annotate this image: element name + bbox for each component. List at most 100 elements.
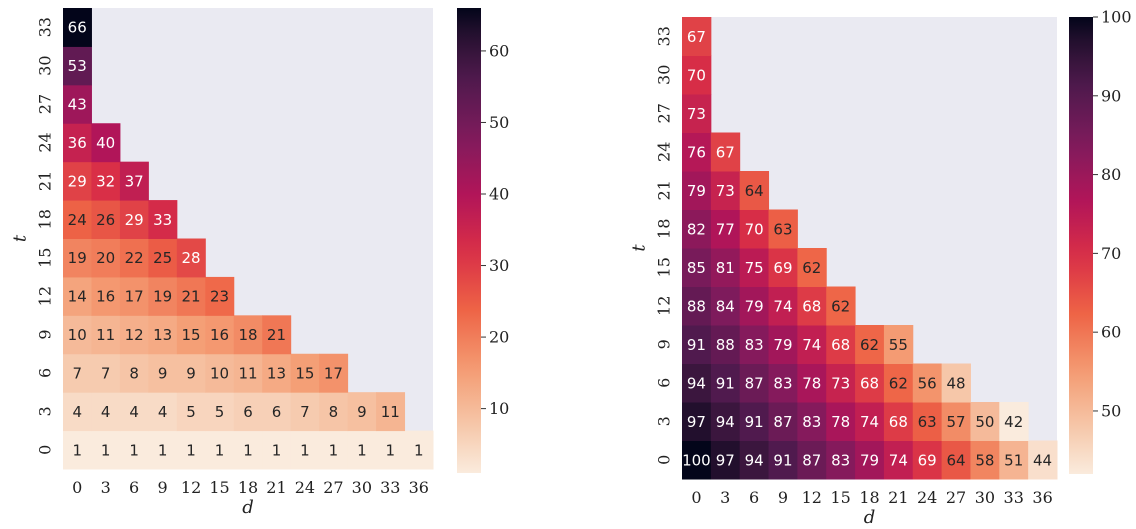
heatmap-cell: [91, 161, 121, 201]
heatmap-cell: [739, 248, 770, 287]
cell-value-label: 1: [129, 441, 139, 459]
cell-value-label: 43: [68, 96, 87, 114]
heatmap-cell: [119, 353, 149, 393]
x-tick-label: 30: [975, 488, 995, 507]
heatmap-cell: [262, 430, 292, 470]
heatmap-cell: [63, 276, 92, 316]
cell-value-label: 4: [101, 403, 111, 421]
cell-value-label: 64: [946, 451, 965, 469]
heatmap-cell: [233, 430, 263, 470]
heatmap-cell: [176, 315, 206, 355]
heatmap-cell: [91, 392, 121, 432]
cell-value-label: 67: [716, 143, 735, 161]
y-tick-label: 12: [36, 286, 55, 306]
colorbar-tick-label: 70: [1101, 244, 1121, 263]
x-tick-label: 27: [323, 478, 343, 497]
cell-value-label: 87: [773, 413, 792, 431]
heatmap-cell: [682, 325, 712, 364]
heatmap-cell: [91, 238, 121, 278]
colorbar-tick-label: 90: [1101, 86, 1121, 105]
heatmap-cell: [205, 315, 235, 355]
x-tick-label: 18: [859, 488, 879, 507]
cell-value-label: 29: [68, 172, 87, 190]
colorbar: [457, 8, 481, 473]
heatmap-cell: [768, 402, 798, 441]
cell-value-label: 17: [125, 288, 144, 306]
heatmap-cell: [682, 440, 712, 480]
colorbar-tick-label: 20: [489, 328, 509, 347]
cell-value-label: 74: [773, 297, 792, 315]
x-tick-label: 21: [888, 488, 908, 507]
heatmap-cell: [119, 161, 149, 201]
y-axis-label: t: [10, 234, 31, 242]
cell-value-label: 69: [918, 451, 937, 469]
colorbar-tick-label: 50: [489, 113, 509, 132]
heatmap-cell: [148, 392, 178, 432]
colorbar-tick-label: 60: [1101, 323, 1121, 342]
heatmap-cell: [739, 440, 770, 480]
heatmap-cell: [347, 392, 377, 432]
heatmap-cell: [376, 430, 406, 470]
cell-value-label: 83: [773, 374, 792, 392]
cell-value-label: 15: [295, 364, 314, 382]
heatmap-cell: [682, 209, 712, 249]
cell-value-label: 9: [357, 403, 367, 421]
heatmap-cell: [682, 94, 712, 133]
cell-value-label: 57: [946, 413, 965, 431]
heatmap-cell: [826, 363, 856, 403]
heatmap-cell: [826, 325, 856, 364]
x-tick-label: 9: [778, 488, 788, 507]
heatmap-cell: [710, 132, 741, 172]
y-tick-label: 33: [36, 17, 55, 37]
x-tick-label: 15: [209, 478, 229, 497]
cell-value-label: 16: [96, 288, 115, 306]
heatmap-cell: [205, 353, 235, 393]
y-tick-label: 27: [36, 94, 55, 114]
cell-value-label: 91: [687, 336, 706, 354]
y-tick-label: 3: [655, 416, 674, 426]
cell-value-label: 64: [745, 182, 764, 200]
cell-value-label: 19: [68, 249, 87, 267]
cell-value-label: 1: [186, 441, 196, 459]
cell-value-label: 83: [831, 451, 850, 469]
colorbar-tick-label: 10: [489, 399, 509, 418]
heatmap-cell: [63, 123, 92, 163]
heatmap-cell: [797, 325, 827, 364]
y-tick-label: 27: [655, 103, 674, 123]
heatmap-cell: [710, 440, 741, 480]
cell-value-label: 51: [1004, 451, 1023, 469]
heatmap-cell: [768, 363, 798, 403]
x-tick-label: 12: [181, 478, 201, 497]
heatmap-cell: [319, 430, 349, 470]
heatmap-cell: [91, 123, 121, 163]
heatmap-cell: [797, 402, 827, 441]
cell-value-label: 70: [687, 66, 706, 84]
cell-value-label: 62: [802, 259, 821, 277]
heatmap-cell: [912, 363, 943, 403]
cell-value-label: 82: [687, 220, 706, 238]
heatmap-cell: [912, 440, 943, 480]
x-tick-label: 3: [101, 478, 111, 497]
cell-value-label: 1: [414, 441, 424, 459]
y-tick-label: 18: [655, 219, 674, 239]
heatmap-cell: [119, 200, 149, 239]
cell-value-label: 10: [210, 364, 229, 382]
cell-value-label: 16: [210, 326, 229, 344]
cell-value-label: 55: [889, 336, 908, 354]
x-tick-label: 36: [1032, 488, 1052, 507]
cell-value-label: 26: [96, 211, 115, 229]
heatmap-cell: [768, 440, 798, 480]
heatmap-cell: [768, 325, 798, 364]
heatmap-cell: [63, 315, 92, 355]
cell-value-label: 20: [96, 249, 115, 267]
y-tick-label: 0: [36, 445, 55, 455]
heatmap-cell: [682, 17, 712, 56]
cell-value-label: 29: [125, 211, 144, 229]
y-tick-label: 33: [655, 26, 674, 46]
heatmap-cell: [376, 392, 406, 432]
cell-value-label: 23: [210, 288, 229, 306]
y-tick-label: 0: [655, 455, 674, 465]
heatmap-cell: [290, 353, 320, 393]
